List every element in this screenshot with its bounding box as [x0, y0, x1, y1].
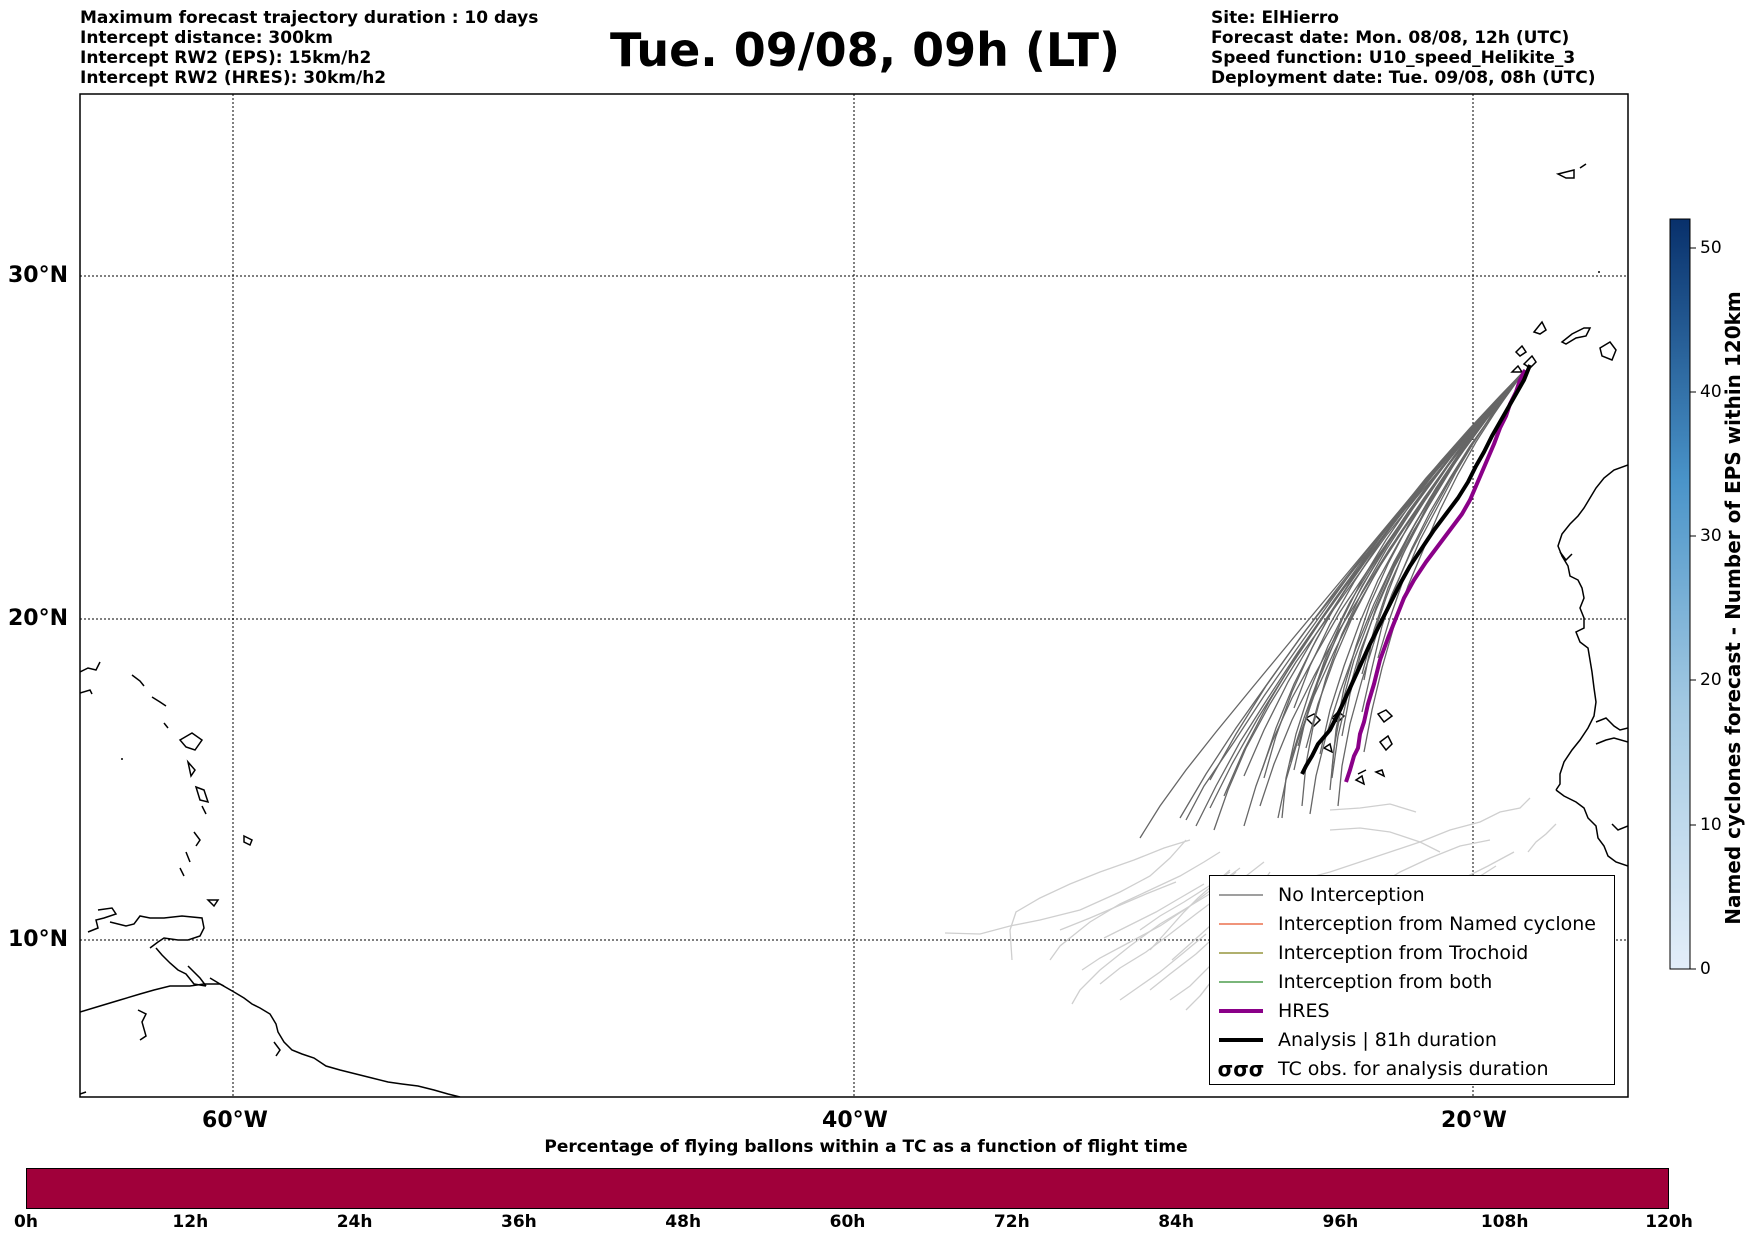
colorbar-tick-label: 50	[1700, 238, 1722, 258]
legend-label: Interception from Named cyclone	[1278, 912, 1596, 935]
pct-tick-label: 60h	[829, 1212, 866, 1232]
legend-item-hres: HRES	[1210, 996, 1614, 1025]
cyclone-symbol-icon: σσσ	[1217, 1056, 1265, 1081]
intercept-distance-text: Intercept distance: 300km	[80, 28, 333, 48]
legend-item-analysis: Analysis | 81h duration	[1210, 1025, 1614, 1054]
legend-label: No Interception	[1278, 883, 1425, 906]
pct-tick-label: 48h	[665, 1212, 702, 1232]
colorbar-tick-label: 30	[1700, 526, 1722, 546]
pct-tick-label: 36h	[501, 1212, 537, 1232]
deployment-date-text: Deployment date: Tue. 09/08, 08h (UTC)	[1211, 68, 1596, 88]
speed-function-text: Speed function: U10_speed_Helikite_3	[1211, 48, 1576, 68]
intercept-hres-text: Intercept RW2 (HRES): 30km/h2	[80, 68, 387, 88]
lat-label-30n: 30°N	[8, 263, 69, 288]
lon-label-60w: 60°W	[202, 1108, 268, 1133]
pct-tick-label: 0h	[14, 1212, 38, 1232]
max-duration-text: Maximum forecast trajectory duration : 1…	[80, 8, 539, 28]
legend-label: Interception from Trochoid	[1278, 941, 1529, 964]
colorbar-tick-label: 20	[1700, 670, 1722, 690]
hres-trajectory	[1344, 369, 1527, 783]
page-title: Tue. 09/08, 09h (LT)	[610, 23, 1120, 77]
trajectories-no-interception	[1139, 369, 1526, 839]
legend-item-trochoid: Interception from Trochoid	[1210, 938, 1614, 967]
forecast-date-text: Forecast date: Mon. 08/08, 12h (UTC)	[1211, 28, 1570, 48]
pct-tick-label: 96h	[1322, 1212, 1359, 1232]
colorbar-tick-label: 40	[1700, 382, 1722, 402]
lon-label-20w: 20°W	[1441, 1108, 1507, 1133]
legend-label: Interception from both	[1278, 970, 1493, 993]
legend-item-tc-obs: σσσ TC obs. for analysis duration	[1210, 1054, 1614, 1083]
pct-tick-label: 12h	[172, 1212, 209, 1232]
pct-tick-label: 84h	[1158, 1212, 1194, 1232]
header-right-info: Site: ElHierro Forecast date: Mon. 08/08…	[1211, 8, 1596, 88]
legend-item-named-cyclone: Interception from Named cyclone	[1210, 909, 1614, 938]
legend-item-both: Interception from both	[1210, 967, 1614, 996]
analysis-trajectory	[1300, 364, 1532, 775]
colorbar-title: Named cyclones forecast - Number of EPS …	[1721, 291, 1745, 925]
pct-tick-label: 120h	[1645, 1212, 1693, 1232]
intercept-eps-text: Intercept RW2 (EPS): 15km/h2	[80, 48, 372, 68]
legend-label: HRES	[1278, 999, 1330, 1022]
pct-tick-label: 72h	[993, 1212, 1030, 1232]
header-left-info: Maximum forecast trajectory duration : 1…	[80, 8, 538, 88]
pct-bar	[26, 1168, 1669, 1209]
pct-bar-title: Percentage of flying ballons within a TC…	[544, 1137, 1188, 1157]
coastline-africa	[1510, 163, 1628, 867]
legend-item-no-interception: No Interception	[1210, 880, 1614, 909]
coastline-caribbean	[80, 661, 461, 1097]
lat-label-10n: 10°N	[8, 927, 69, 952]
pct-tick-label: 108h	[1480, 1212, 1529, 1232]
legend-label: TC obs. for analysis duration	[1278, 1057, 1549, 1080]
map-frame	[79, 93, 1629, 1098]
site-text: Site: ElHierro	[1211, 8, 1339, 28]
legend-label: Analysis | 81h duration	[1278, 1028, 1497, 1051]
cyclone-colorbar	[1669, 218, 1691, 970]
lon-label-40w: 40°W	[822, 1108, 888, 1133]
colorbar-tick-label: 10	[1700, 815, 1722, 835]
colorbar-tick-marks	[1690, 247, 1696, 970]
pct-tick-label: 24h	[336, 1212, 373, 1232]
lat-label-20n: 20°N	[8, 606, 69, 631]
colorbar-tick-label: 0	[1700, 959, 1711, 979]
map-legend: No Interception Interception from Named …	[1209, 875, 1615, 1085]
